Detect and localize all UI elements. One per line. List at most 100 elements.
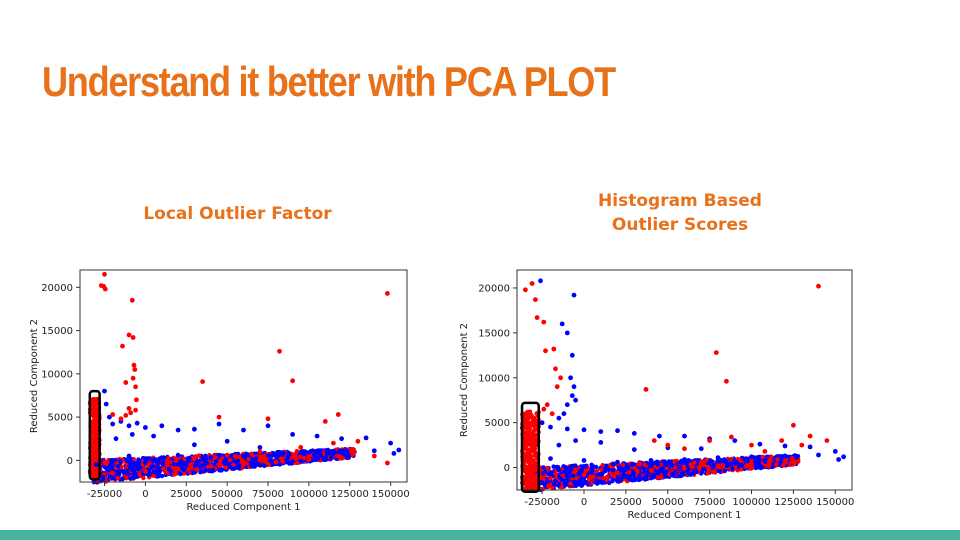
- scatter-point: [142, 460, 148, 465]
- scatter-point: [134, 460, 140, 465]
- outlier-point: [371, 453, 377, 459]
- inlier-point: [559, 321, 565, 327]
- outlier-point: [523, 470, 529, 475]
- y-tick-label: 0: [67, 456, 73, 467]
- outlier-point: [548, 475, 553, 481]
- outlier-point: [533, 442, 538, 448]
- inlier-point: [657, 433, 662, 439]
- scatter-point: [219, 467, 225, 472]
- outlier-point: [526, 421, 531, 426]
- scatter-point: [642, 475, 647, 480]
- scatter-point: [626, 470, 632, 475]
- scatter-point: [227, 457, 233, 463]
- scatter-point: [706, 467, 712, 473]
- outlier-point: [782, 458, 788, 464]
- outlier-point: [534, 481, 539, 487]
- chart-title-hbos: Histogram Based Outlier Scores: [598, 191, 762, 235]
- inlier-point: [682, 457, 687, 462]
- outlier-point: [807, 433, 813, 439]
- outlier-point: [523, 411, 528, 417]
- outlier-point: [665, 442, 671, 448]
- scatter-point: [168, 460, 173, 465]
- scatter-point: [600, 463, 605, 468]
- scatter-point: [561, 469, 567, 474]
- scatter-point: [757, 463, 763, 468]
- inlier-point: [548, 456, 553, 461]
- inlier-point: [648, 458, 654, 463]
- scatter-point: [196, 453, 202, 458]
- inlier-point: [151, 433, 156, 439]
- inlier-point: [571, 292, 577, 298]
- scatter-point: [328, 455, 334, 460]
- inlier-point: [564, 426, 570, 432]
- lof-scatter-plot: -25000 0 25000 50000 75000 100000 125000 150000…: [29, 269, 410, 513]
- inlier-point: [816, 452, 821, 458]
- scatter-point: [605, 474, 610, 479]
- scatter-point: [253, 455, 259, 461]
- outlier-point: [534, 315, 540, 320]
- outlier-point: [779, 438, 785, 443]
- scatter-point: [722, 457, 727, 462]
- scatter-point: [660, 465, 666, 471]
- outlier-point: [527, 472, 533, 478]
- scatter-point: [730, 466, 735, 472]
- outlier-point: [92, 473, 98, 479]
- scatter-point: [601, 475, 606, 481]
- outlier-point: [216, 414, 222, 420]
- scatter-point: [258, 454, 263, 459]
- scatter-point: [115, 475, 120, 481]
- outlier-point: [208, 464, 214, 469]
- scatter-point: [661, 459, 666, 464]
- outlier-point: [355, 438, 361, 444]
- scatter-point: [546, 483, 551, 488]
- scatter-point: [620, 462, 626, 468]
- outlier-point: [816, 283, 821, 289]
- x-tick-label: -25000: [524, 497, 559, 508]
- outlier-point: [526, 476, 531, 482]
- scatter-point: [664, 469, 669, 475]
- x-tick-label: 25000: [170, 489, 202, 500]
- scatter-point: [193, 463, 198, 468]
- scatter-point: [711, 463, 717, 468]
- x-tick-label: 75000: [694, 497, 726, 508]
- scatter-point: [737, 457, 743, 463]
- x-tick-label: 25000: [610, 497, 642, 508]
- outlier-point: [93, 466, 98, 472]
- outlier-point: [724, 378, 729, 384]
- scatter-point: [156, 460, 161, 465]
- plot-frame: [516, 269, 853, 491]
- outlier-point: [523, 287, 528, 293]
- outlier-point: [749, 442, 754, 448]
- scatter-point: [774, 462, 779, 467]
- scatter-point: [559, 477, 565, 482]
- outlier-point: [648, 467, 654, 473]
- scatter-point: [198, 469, 204, 474]
- dense-point-cloud: [519, 409, 801, 493]
- x-tick-label: 50000: [652, 497, 684, 508]
- scatter-point: [666, 459, 672, 464]
- scatter-point: [691, 470, 696, 475]
- scatter-point: [789, 456, 795, 461]
- inlier-point: [732, 438, 738, 443]
- scatter-point: [155, 466, 160, 471]
- outlier-point: [531, 428, 537, 433]
- scatter-point: [335, 453, 341, 459]
- scatter-point: [722, 468, 728, 474]
- scatter-point: [213, 459, 218, 464]
- scatter-point: [125, 468, 130, 473]
- scatter-point: [116, 471, 121, 476]
- inlier-point: [615, 459, 620, 465]
- scatter-point: [295, 460, 300, 466]
- inlier-point: [363, 435, 369, 441]
- scatter-point: [270, 461, 275, 466]
- scatter-point: [168, 469, 173, 474]
- inlier-point: [175, 427, 181, 433]
- scatter-point: [267, 458, 273, 463]
- y-tick-label: 20000: [478, 283, 510, 294]
- outlier-point: [715, 463, 721, 469]
- scatter-point: [625, 465, 631, 470]
- y-tick-label: 0: [504, 463, 510, 474]
- scatter-point: [720, 462, 725, 468]
- inlier-point: [241, 453, 246, 459]
- outlier-point: [200, 379, 206, 384]
